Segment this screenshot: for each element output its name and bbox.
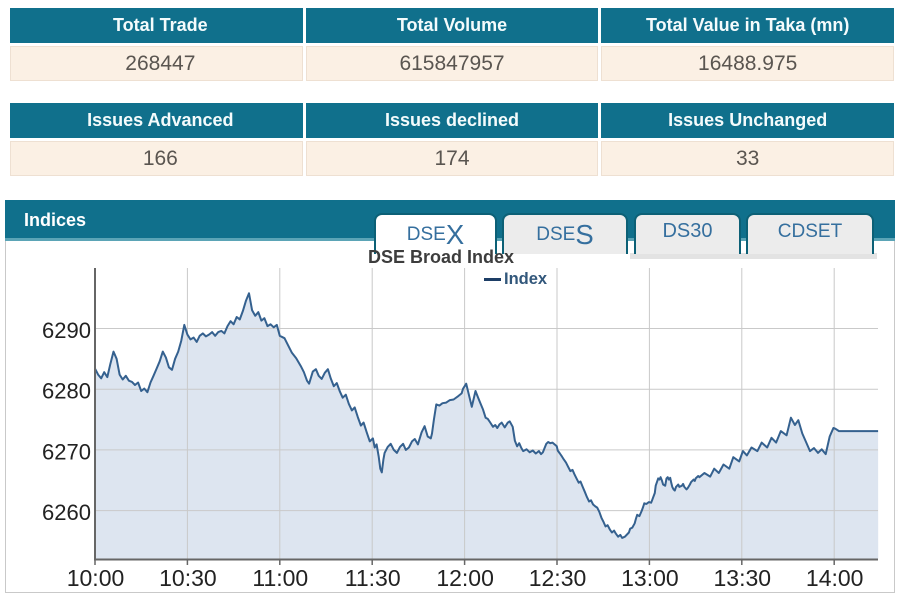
- svg-text:6290: 6290: [42, 318, 91, 343]
- svg-text:11:00: 11:00: [252, 565, 308, 591]
- svg-text:10:30: 10:30: [159, 565, 217, 591]
- svg-text:6270: 6270: [42, 439, 91, 464]
- svg-text:12:00: 12:00: [436, 565, 494, 591]
- svg-text:10:00: 10:00: [67, 565, 125, 591]
- svg-text:6260: 6260: [42, 500, 91, 525]
- svg-text:14:00: 14:00: [806, 565, 864, 591]
- svg-text:6280: 6280: [42, 379, 91, 404]
- svg-text:13:30: 13:30: [714, 565, 772, 591]
- svg-text:13:00: 13:00: [621, 565, 679, 591]
- svg-text:12:30: 12:30: [529, 565, 587, 591]
- svg-text:11:30: 11:30: [345, 565, 401, 591]
